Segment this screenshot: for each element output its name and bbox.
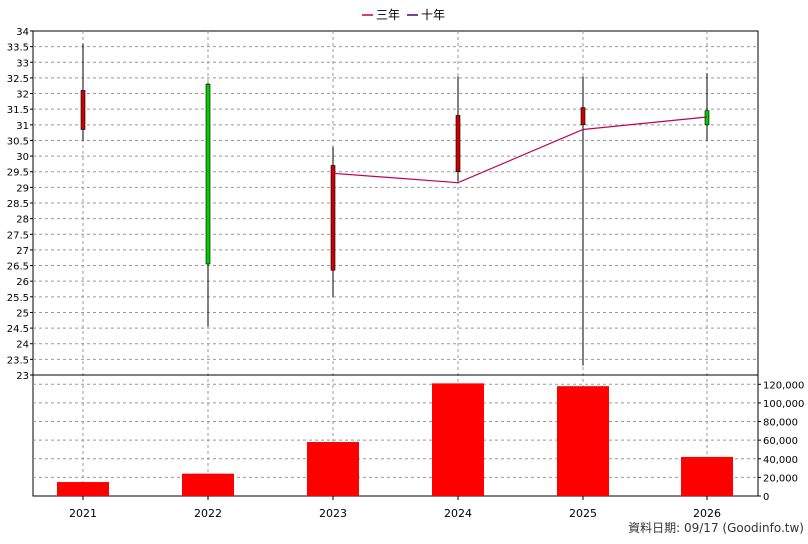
- x-axis: 2021 2022 2023 2024 2025 2026: [69, 496, 721, 520]
- price-tick-label: 24.5: [7, 324, 29, 335]
- price-tick-label: 27.5: [7, 230, 29, 241]
- candle-body-2023: [330, 165, 336, 271]
- x-tick-label: 2022: [194, 507, 222, 520]
- x-tick-label: 2021: [69, 507, 97, 520]
- price-tick-label: 34: [16, 27, 29, 38]
- volume-tick-label: 100,000: [763, 399, 804, 410]
- volume-tick-label: 120,000: [763, 380, 804, 391]
- volume-panel: 0 20,000 40,000 60,000 80,000 100,000 120,000: [33, 380, 804, 503]
- series-line-三年: [332, 116, 708, 184]
- price-tick-label: 32.5: [7, 74, 29, 85]
- plot-frame: [32, 30, 759, 497]
- price-tick-label: 28: [16, 215, 29, 226]
- volume-bar-2024: [432, 383, 484, 496]
- volume-bar-2022: [182, 473, 234, 496]
- x-tick-label: 2026: [693, 507, 721, 520]
- price-tick-label: 33.5: [7, 43, 29, 54]
- price-tick-label: 26.5: [7, 262, 29, 273]
- x-tick-label: 2023: [319, 507, 347, 520]
- price-tick-label: 26: [16, 277, 29, 288]
- volume-bar-2026: [681, 456, 733, 496]
- price-tick-label: 31: [16, 121, 29, 132]
- price-tick-label: 29: [16, 183, 29, 194]
- candle-body-2025: [580, 107, 586, 126]
- price-tick-label: 31.5: [7, 105, 29, 116]
- price-tick-label: 23: [16, 371, 29, 382]
- price-tick-label: 23.5: [7, 355, 29, 366]
- price-tick-label: 33: [16, 58, 29, 69]
- x-tick-label: 2025: [569, 507, 597, 520]
- candle-body-2024: [455, 115, 461, 173]
- price-tick-label: 25: [16, 308, 29, 319]
- footer-source: 資料日期: 09/17 (Goodinfo.tw): [628, 521, 804, 535]
- price-tick-label: 29.5: [7, 168, 29, 179]
- x-tick-label: 2024: [444, 507, 472, 520]
- volume-tick-label: 80,000: [763, 418, 798, 429]
- volume-bar-2025: [557, 386, 609, 496]
- volume-tick-label: 0: [763, 492, 769, 503]
- price-tick-label: 27: [16, 246, 29, 257]
- volume-tick-label: 60,000: [763, 436, 798, 447]
- price-tick-label: 24: [16, 340, 29, 351]
- candle-body-2021: [80, 90, 86, 130]
- volume-bar-2021: [57, 482, 109, 496]
- volume-tick-label: 40,000: [763, 455, 798, 466]
- volume-bar-2023: [307, 442, 359, 496]
- candle-body-2026: [704, 110, 710, 126]
- volume-tick-label: 20,000: [763, 473, 798, 484]
- price-tick-label: 32: [16, 90, 29, 101]
- price-tick-label: 28.5: [7, 199, 29, 210]
- legend-label-10yr: 十年: [421, 8, 445, 22]
- price-tick-label: 25.5: [7, 293, 29, 304]
- price-panel: 23 23.5 24 24.5 25 25.5 26 26.5 27 27.5 28 28.5 29 29…: [7, 27, 759, 497]
- price-tick-label: 30: [16, 152, 29, 163]
- price-tick-label: 30.5: [7, 136, 29, 147]
- legend: 三年 十年: [362, 8, 445, 22]
- legend-label-3yr: 三年: [376, 8, 400, 22]
- candle-body-2022: [205, 83, 211, 265]
